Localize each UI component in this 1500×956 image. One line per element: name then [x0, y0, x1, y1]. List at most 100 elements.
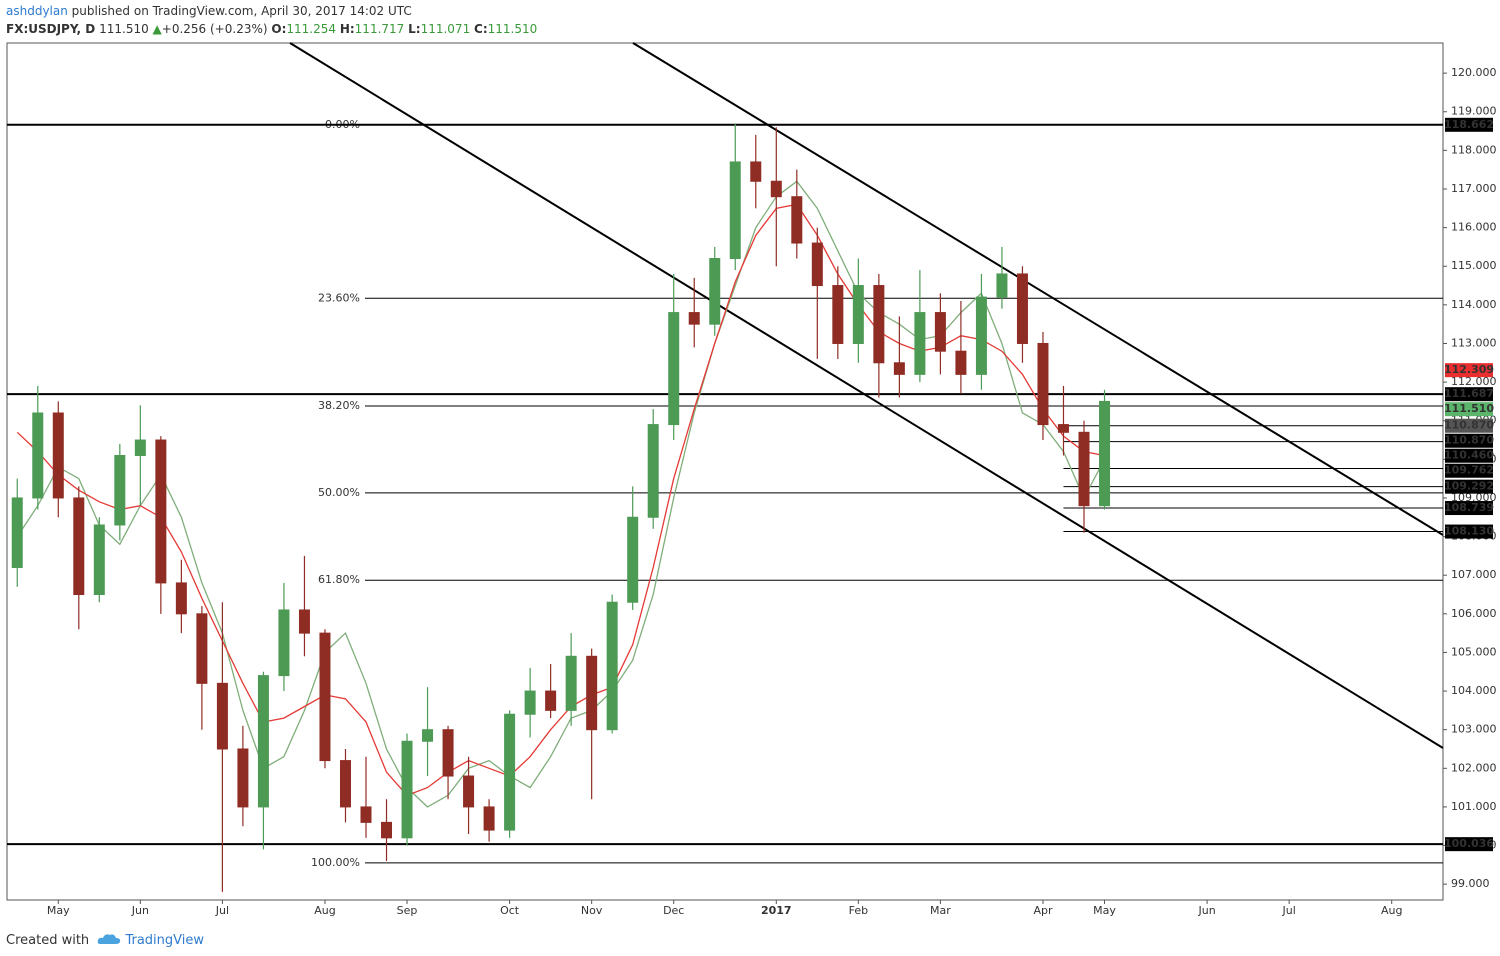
y-tick-label: 118.000: [1451, 143, 1497, 156]
x-tick-label: Jul: [215, 904, 229, 917]
x-tick-label: Mar: [930, 904, 951, 917]
x-tick-label: Apr: [1033, 904, 1053, 917]
price-tag-label: 110.460: [1444, 449, 1494, 462]
price-tag: [1445, 448, 1493, 463]
candle-body: [257, 675, 269, 808]
candle-body: [811, 242, 823, 287]
author[interactable]: ashddylan: [6, 4, 68, 18]
candle-body: [852, 285, 864, 344]
candle-body: [524, 690, 536, 715]
last-price: 111.510: [99, 22, 149, 36]
fib-label: 100.00%: [311, 856, 360, 869]
y-tick-label: 104.000: [1451, 684, 1497, 697]
candle-body: [381, 821, 393, 839]
x-tick-label: May: [1093, 904, 1116, 917]
candle-body: [401, 740, 413, 839]
candle-body: [134, 439, 146, 456]
candle-body: [196, 613, 208, 684]
candle-body: [1057, 424, 1069, 433]
x-tick-label: Oct: [500, 904, 520, 917]
l-value: 111.071: [420, 22, 471, 36]
fib-label: 23.60%: [318, 291, 360, 304]
o-label: O:: [271, 22, 287, 36]
y-tick-label: 102.000: [1451, 761, 1497, 774]
x-tick-label: Dec: [663, 904, 684, 917]
y-tick-label: 109.000: [1451, 491, 1497, 504]
o-value: 111.254: [286, 22, 336, 36]
price-tag: [1445, 402, 1493, 417]
l-label: L:: [408, 22, 421, 36]
fib-label: 50.00%: [318, 486, 360, 499]
candle-body: [278, 609, 290, 677]
y-tick-label: 115.000: [1451, 259, 1497, 272]
candle-body: [422, 729, 434, 742]
candle-body: [114, 454, 126, 526]
change: +0.256 (+0.23%): [161, 22, 268, 36]
candle-body: [1078, 431, 1090, 507]
x-tick-label: Jun: [131, 904, 149, 917]
y-tick-label: 116.000: [1451, 221, 1497, 234]
candle-body: [647, 424, 659, 518]
x-tick-label: Feb: [849, 904, 868, 917]
h-label: H:: [339, 22, 355, 36]
symbol-line: FX:USDJPY, D 111.510 ▲+0.256 (+0.23%) O:…: [6, 22, 537, 36]
candle-body: [545, 690, 557, 711]
fib-label: 38.20%: [318, 399, 360, 412]
candle-body: [52, 412, 64, 499]
price-tag-label: 100.036: [1444, 837, 1494, 850]
candle-body: [1099, 400, 1111, 507]
x-tick-label: Jun: [1197, 904, 1215, 917]
price-tag-label: 118.662: [1444, 118, 1494, 131]
candle-body: [93, 524, 105, 596]
price-tag-label: 110.870: [1444, 419, 1494, 432]
price-tag: [1445, 433, 1493, 448]
candle-body: [586, 655, 598, 731]
candle-body: [729, 161, 741, 260]
candle-body: [360, 806, 372, 823]
candle-body: [339, 760, 351, 808]
y-tick-label: 113.000: [1451, 336, 1497, 349]
price-tag-label: 112.309: [1444, 363, 1494, 376]
candle-body: [298, 609, 310, 634]
candle-body: [565, 655, 577, 711]
candle-body: [175, 582, 187, 615]
price-tag: [1445, 363, 1493, 378]
created-with: Created with: [6, 933, 90, 948]
candle-body: [770, 180, 782, 198]
candle-body: [1016, 273, 1028, 344]
y-tick-label: 112.000: [1451, 375, 1497, 388]
y-tick-label: 119.000: [1451, 105, 1497, 118]
brand[interactable]: TradingView: [125, 933, 204, 948]
candle-body: [216, 682, 228, 750]
candle-body: [32, 412, 44, 499]
header-line: ashddylan published on TradingView.com, …: [6, 4, 412, 18]
arrow: ▲: [152, 22, 162, 36]
symbol: FX:USDJPY, D: [6, 22, 96, 36]
price-tags: 118.662 112.309 111.687 111.510 110.870 110.8…: [1444, 117, 1494, 852]
x-tick-label: Sep: [397, 904, 418, 917]
candle-body: [873, 285, 885, 364]
candle-body: [483, 806, 495, 831]
y-tick-label: 120.000: [1451, 66, 1497, 79]
y-tick-label: 114.000: [1451, 298, 1497, 311]
x-tick-label: Aug: [1381, 904, 1402, 917]
candle-body: [11, 497, 23, 568]
candle-body: [668, 312, 680, 426]
candle-body: [934, 312, 946, 352]
candle-body: [1037, 342, 1049, 426]
candle-body: [791, 196, 803, 244]
price-tag-label: 108.739: [1444, 501, 1494, 514]
candle-body: [914, 312, 926, 375]
candle-body: [893, 362, 905, 375]
candle-body: [319, 632, 331, 762]
price-tag: [1445, 524, 1493, 539]
candle-body: [627, 516, 639, 603]
footer: Created with TradingView: [6, 930, 204, 948]
y-tick-label: 117.000: [1451, 182, 1497, 195]
candle-body: [832, 285, 844, 344]
x-tick-label: May: [47, 904, 70, 917]
fib-label: 61.80%: [318, 573, 360, 586]
y-tick-label: 107.000: [1451, 568, 1497, 581]
price-tag-label: 110.870: [1444, 434, 1494, 447]
y-tick-label: 101.000: [1451, 800, 1497, 813]
